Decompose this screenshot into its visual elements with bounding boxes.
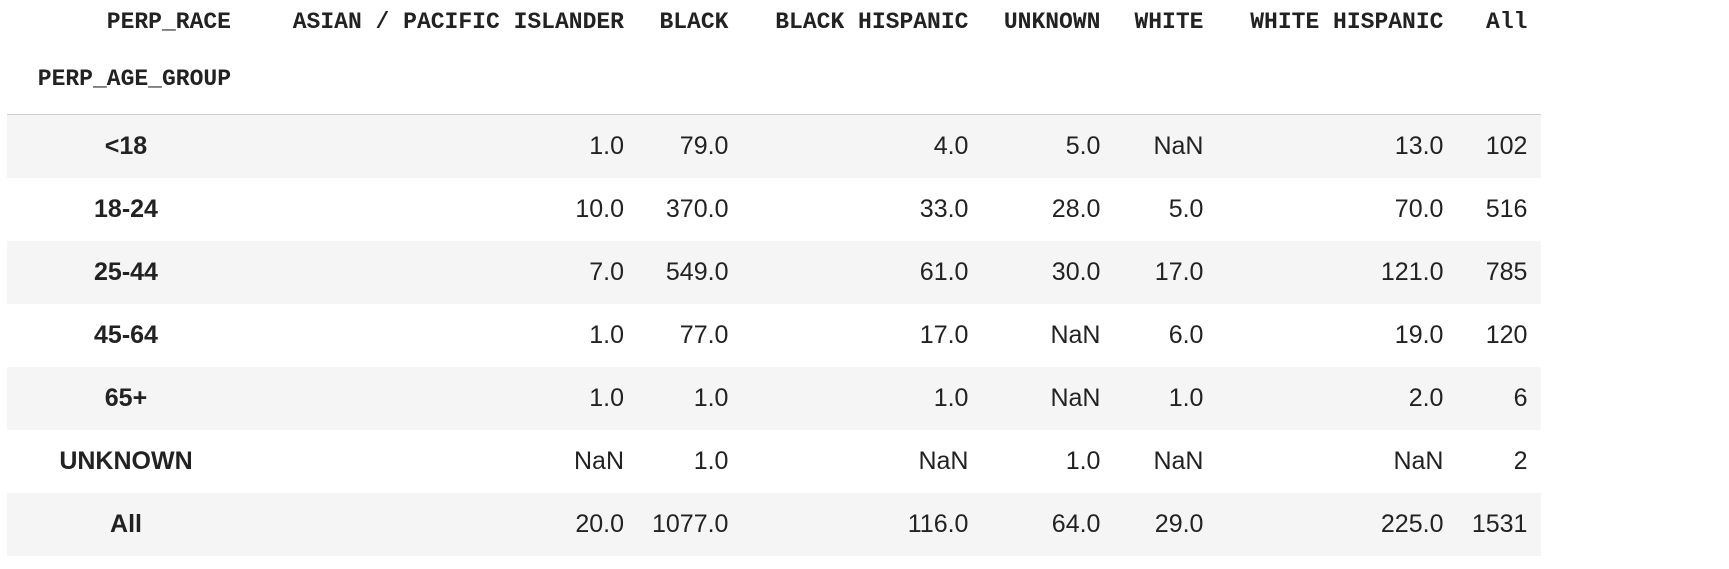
column-header-white-hispanic: WHITE HISPANIC	[1250, 9, 1444, 35]
table-row: 45-64 1.0 77.0 17.0 NaN 6.0 19.0 120	[7, 303, 1542, 367]
table-cell: 4.0	[933, 131, 969, 160]
table-cell: 785	[1485, 257, 1528, 286]
table-cell: 1.0	[589, 320, 624, 349]
crosstab-table: PERP_RACE ASIAN / PACIFIC ISLANDER BLACK…	[7, 0, 1542, 556]
table-cell: 2.0	[1408, 383, 1444, 412]
row-index-label: 65+	[104, 383, 148, 412]
table-cell: 70.0	[1394, 194, 1444, 223]
table-row: UNKNOWN NaN 1.0 NaN 1.0 NaN NaN 2	[7, 429, 1542, 493]
table-cell: 516	[1485, 194, 1528, 223]
table-cell: 2	[1513, 446, 1528, 475]
column-header-black-hispanic: BLACK HISPANIC	[775, 9, 969, 35]
table-cell: 1.0	[1168, 383, 1204, 412]
table-cell: NaN	[1050, 383, 1101, 412]
table-row: <18 1.0 79.0 4.0 5.0 NaN 13.0 102	[7, 114, 1542, 178]
table-cell: 1.0	[1065, 446, 1101, 475]
table-cell: 19.0	[1394, 320, 1444, 349]
table-row: 18-24 10.0 370.0 33.0 28.0 5.0 70.0 516	[7, 177, 1542, 241]
column-header-all: All	[1486, 9, 1528, 35]
row-index-label: All	[110, 509, 142, 538]
row-index-label: <18	[104, 131, 148, 160]
table-cell: NaN	[1393, 446, 1444, 475]
table-cell: 1077.0	[652, 509, 729, 538]
table-cell: 1531	[1471, 509, 1528, 538]
table-cell: 5.0	[1168, 194, 1204, 223]
table-cell: 28.0	[1051, 194, 1101, 223]
column-header-asian-pacific-islander: ASIAN / PACIFIC ISLANDER	[292, 9, 624, 35]
column-header-black: BLACK	[659, 9, 729, 35]
table-cell: 10.0	[575, 194, 624, 223]
table-cell: 29.0	[1154, 509, 1204, 538]
row-index-label: 45-64	[94, 320, 158, 349]
table-cell: 79.0	[679, 131, 729, 160]
table-cell: 1.0	[589, 383, 624, 412]
table-cell: NaN	[1153, 446, 1204, 475]
row-index-label: 25-44	[94, 257, 158, 286]
table-cell: NaN	[918, 446, 969, 475]
table-cell: 7.0	[589, 257, 624, 286]
table-cell: 5.0	[1065, 131, 1101, 160]
table-cell: 1.0	[693, 383, 729, 412]
table-cell: NaN	[1050, 320, 1101, 349]
table-cell: 6	[1513, 383, 1528, 412]
table-cell: 1.0	[589, 131, 624, 160]
table-cell: 17.0	[919, 320, 969, 349]
index-name-header: PERP_AGE_GROUP	[37, 66, 231, 92]
table-cell: 116.0	[907, 509, 969, 538]
table-cell: 30.0	[1051, 257, 1101, 286]
table-row: 25-44 7.0 549.0 61.0 30.0 17.0 121.0 785	[7, 240, 1542, 304]
table-cell: 77.0	[679, 320, 729, 349]
column-header-white: WHITE	[1134, 9, 1204, 35]
table-cell: 6.0	[1168, 320, 1204, 349]
table-cell: 370.0	[665, 194, 729, 223]
table-row: All 20.0 1077.0 116.0 64.0 29.0 225.0 1531	[7, 492, 1542, 556]
table-cell: NaN	[1153, 131, 1204, 160]
column-header-unknown: UNKNOWN	[1003, 9, 1101, 35]
index-header-row: PERP_AGE_GROUP	[7, 44, 1542, 115]
table-cell: 13.0	[1394, 131, 1444, 160]
table-cell: NaN	[573, 446, 624, 475]
row-index-label: 18-24	[94, 194, 158, 223]
table-cell: 1.0	[693, 446, 729, 475]
table-body: <18 1.0 79.0 4.0 5.0 NaN 13.0 102 18-24 10.0 370.0…	[7, 114, 1542, 556]
table-cell: 33.0	[919, 194, 969, 223]
table-row: 65+ 1.0 1.0 1.0 NaN 1.0 2.0 6	[7, 366, 1542, 430]
table-cell: 20.0	[575, 509, 624, 538]
table-cell: 120	[1485, 320, 1528, 349]
table-cell: 17.0	[1154, 257, 1204, 286]
row-index-label: UNKNOWN	[59, 446, 193, 475]
table-cell: 102	[1485, 131, 1528, 160]
columns-name-header: PERP_RACE	[106, 9, 231, 35]
table-cell: 64.0	[1051, 509, 1101, 538]
table-cell: 121.0	[1380, 257, 1444, 286]
table-cell: 225.0	[1380, 509, 1444, 538]
table-cell: 61.0	[919, 257, 969, 286]
table-cell: 549.0	[665, 257, 729, 286]
column-header-row: PERP_RACE ASIAN / PACIFIC ISLANDER BLACK…	[7, 0, 1541, 44]
table-cell: 1.0	[933, 383, 969, 412]
